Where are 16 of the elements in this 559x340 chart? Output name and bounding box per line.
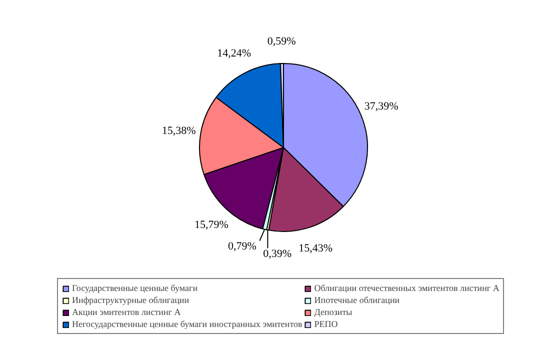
legend-label: Облигации отечественных эмитентов листинг А xyxy=(314,283,500,293)
legend-label: Депозиты xyxy=(314,307,352,317)
legend-label: Ипотечные облигации xyxy=(314,295,400,305)
legend-label: Акции эмитентов листинг А xyxy=(72,307,181,317)
data-label: 15,38% xyxy=(162,125,196,138)
data-label: 14,24% xyxy=(217,48,252,60)
legend-label: Негосударственные ценные бумаги иностранных эмитентов xyxy=(72,319,302,329)
data-label: 15,43% xyxy=(298,242,333,255)
data-label: 37,39% xyxy=(364,100,398,113)
data-label: 0,39% xyxy=(263,248,292,260)
legend-label: РЕПО xyxy=(314,319,338,329)
data-label: 15,79% xyxy=(194,219,228,232)
legend-label: Инфраструктурные облигации xyxy=(72,295,190,305)
data-label: 0,79% xyxy=(228,240,256,253)
data-label: 0,59% xyxy=(267,36,296,48)
legend-label: Государственные ценные бумаги xyxy=(72,283,198,293)
